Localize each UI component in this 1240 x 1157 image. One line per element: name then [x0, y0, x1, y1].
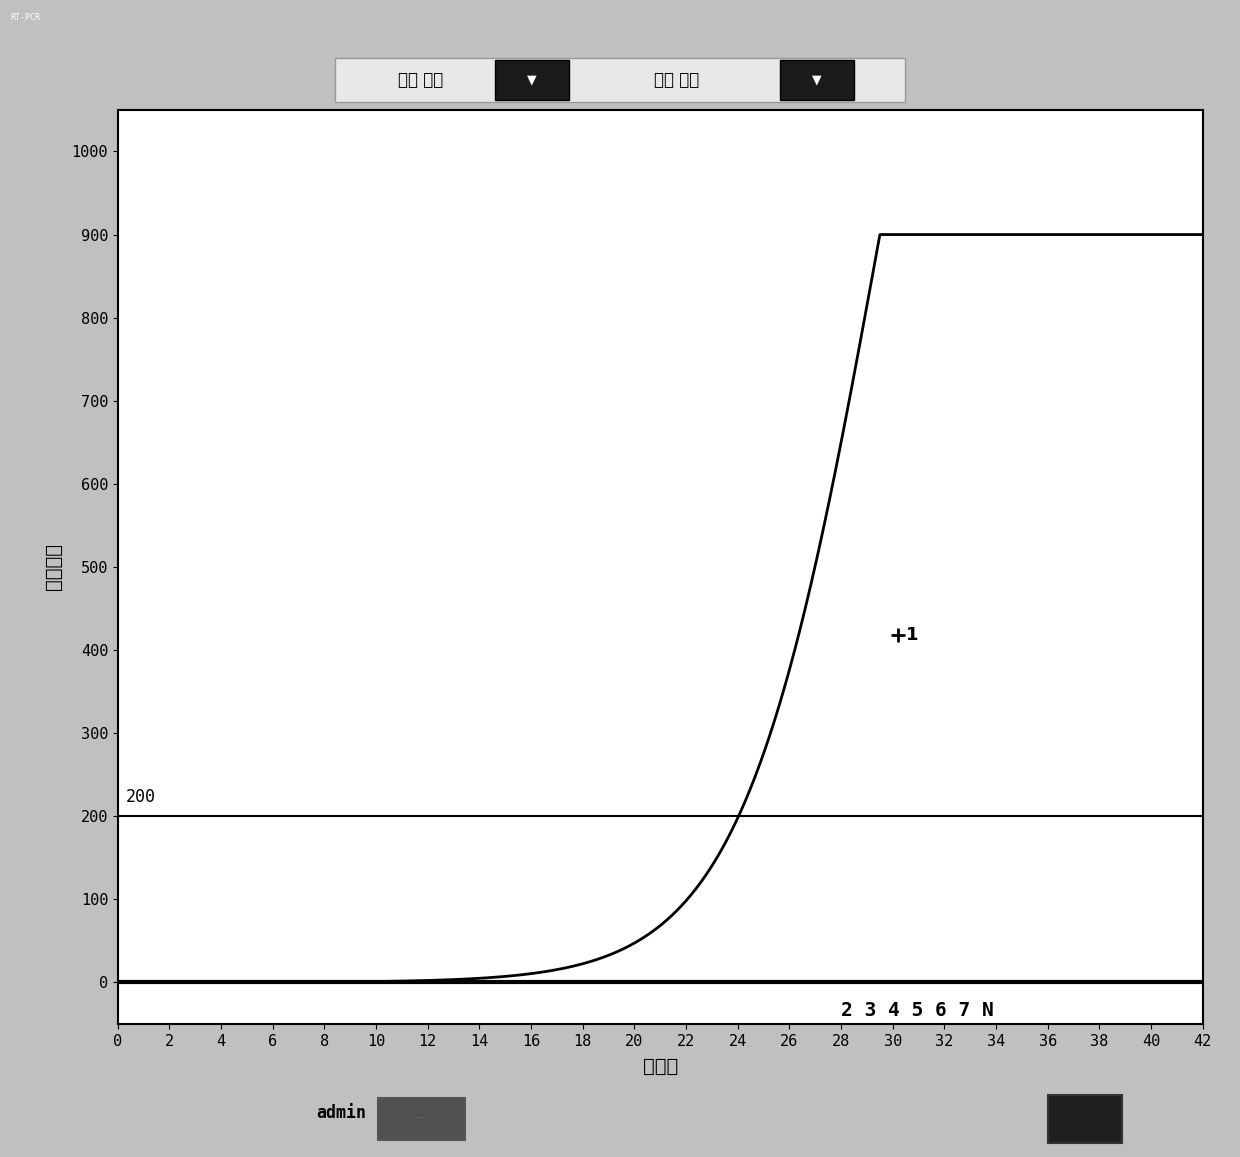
Text: RT-PCR: RT-PCR — [10, 13, 40, 22]
Y-axis label: 荧光强度: 荧光强度 — [45, 544, 63, 590]
X-axis label: 循环数: 循环数 — [642, 1057, 678, 1076]
Bar — [1048, 1096, 1122, 1143]
Bar — [378, 1098, 465, 1141]
Text: 1: 1 — [905, 626, 918, 644]
Text: admin: admin — [316, 1105, 366, 1122]
Bar — [780, 60, 854, 100]
Text: 2 3 4 5 6 7 N: 2 3 4 5 6 7 N — [841, 1001, 994, 1019]
Text: ▼: ▼ — [527, 73, 537, 87]
Bar — [495, 60, 569, 100]
Text: 颜色 孔位: 颜色 孔位 — [398, 71, 443, 89]
Text: 200: 200 — [125, 788, 155, 806]
Text: 线型 特性: 线型 特性 — [655, 71, 699, 89]
Text: ▼: ▼ — [812, 73, 822, 87]
Text: ···: ··· — [417, 1113, 427, 1123]
